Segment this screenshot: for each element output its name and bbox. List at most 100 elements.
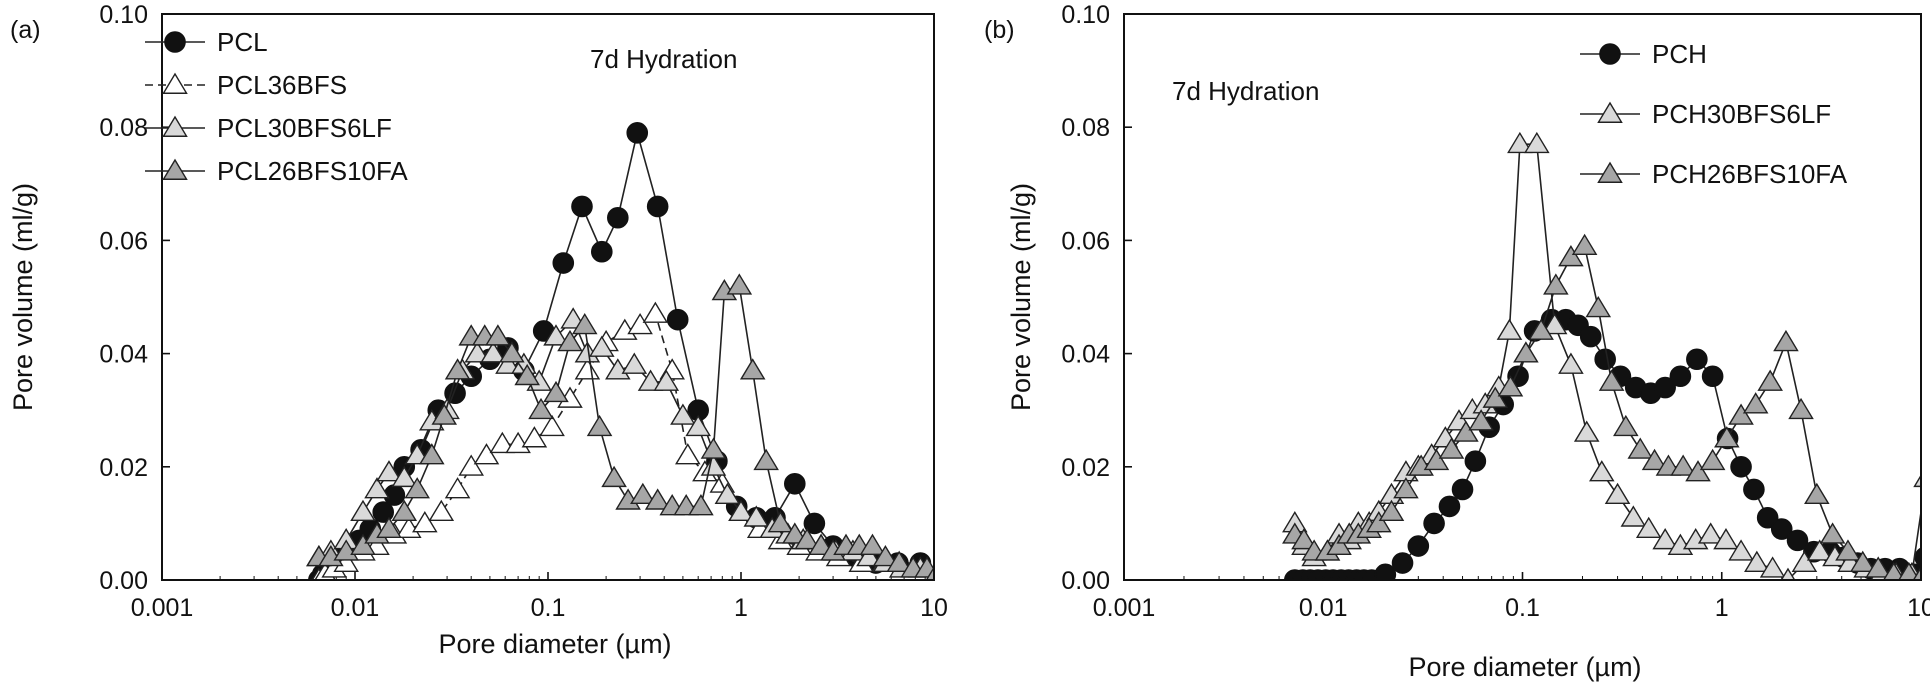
data-point-pcl26bfs10fa <box>782 522 808 544</box>
data-point-pcl26bfs10fa <box>644 488 671 510</box>
data-point-pcl26bfs10fa <box>557 329 583 352</box>
panel-b-annotation: 7d Hydration <box>1172 76 1319 106</box>
data-point-pch26bfs10fa <box>1598 369 1625 391</box>
data-point-pch26bfs10fa <box>1453 420 1479 442</box>
data-point-pcl26bfs10fa <box>514 363 540 386</box>
data-point-pch30bfs6lf <box>1620 505 1647 527</box>
x-tick-label: 0.1 <box>1505 594 1540 622</box>
data-point-pcl <box>626 122 649 144</box>
data-point-pcl26bfs10fa <box>350 533 376 555</box>
data-point-pcl30bfs6lf <box>480 341 506 363</box>
panel-b: (b) Pore volume (ml/g) Pore diameter (µm… <box>984 1 1930 682</box>
data-point-pcl36bfs <box>428 499 455 522</box>
data-point-pch26bfs10fa <box>1788 397 1814 420</box>
data-point-pcl26bfs10fa <box>794 528 820 550</box>
legend-marker <box>1599 43 1621 65</box>
data-point-pcl30bfs6lf <box>589 335 615 357</box>
legend-label: PCL26BFS10FA <box>217 156 408 186</box>
data-point-pcl36bfs <box>574 358 601 380</box>
legend-marker <box>164 31 186 53</box>
data-point-pcl30bfs6lf <box>743 505 770 527</box>
panel-b-plot-area <box>1282 131 1921 580</box>
data-point-pcl30bfs6lf <box>653 369 680 391</box>
data-point-pch <box>1686 348 1708 371</box>
data-point-pcl36bfs <box>473 443 500 465</box>
data-point-pcl26bfs10fa <box>485 324 511 346</box>
y-tick-label: 0.02 <box>1061 454 1110 482</box>
data-point-pcl <box>783 472 806 495</box>
series-pch26bfs10fa <box>1282 233 1921 580</box>
data-point-pch <box>1464 450 1487 472</box>
data-point-pch30bfs6lf <box>1697 522 1724 544</box>
x-tick-label: 0.1 <box>531 594 566 622</box>
data-point-pcl26bfs10fa <box>404 477 430 499</box>
data-point-pch <box>1786 529 1809 552</box>
data-point-pcl36bfs <box>489 431 516 454</box>
panel-a: (a) Pore volume (ml/g) Pore diameter (µm… <box>8 1 948 659</box>
panel-a-plot-area <box>306 122 934 580</box>
panel-a-x-axis-label: Pore diameter (µm) <box>438 629 671 659</box>
legend-entry-pch30bfs6lf: PCH30BFS6LF <box>1580 99 1831 129</box>
panel-a-y-axis-label: Pore volume (ml/g) <box>8 183 38 411</box>
y-tick-label: 0.08 <box>1061 114 1110 142</box>
legend-label: PCH30BFS6LF <box>1652 99 1831 129</box>
data-point-pch26bfs10fa <box>1423 448 1450 471</box>
data-point-pch26bfs10fa <box>1865 556 1892 578</box>
data-point-pcl26bfs10fa <box>914 556 934 578</box>
data-point-pch <box>1579 325 1602 348</box>
legend-marker <box>162 158 188 180</box>
data-point-pch26bfs10fa <box>1685 460 1711 482</box>
data-point-pcl26bfs10fa <box>543 380 569 403</box>
data-point-pcl30bfs6lf <box>621 352 648 374</box>
data-point-pcl30bfs6lf <box>350 499 376 522</box>
y-tick-label: 0.04 <box>99 341 148 369</box>
data-point-pcl26bfs10fa <box>859 533 886 555</box>
legend-entry-pcl36bfs: PCL36BFS <box>145 70 347 100</box>
data-point-pch30bfs6lf <box>1759 556 1786 578</box>
series-line-pch26bfs10fa <box>1294 244 1921 576</box>
data-point-pcl <box>607 206 629 229</box>
data-point-pch26bfs10fa <box>1835 539 1861 561</box>
data-point-pch30bfs6lf <box>1713 528 1739 550</box>
data-point-pch30bfs6lf <box>1913 474 1921 488</box>
data-point-pcl36bfs <box>412 511 438 533</box>
data-point-pch30bfs6lf <box>1541 312 1568 335</box>
data-point-pcl36bfs <box>521 426 548 448</box>
data-point-pcl <box>552 252 575 274</box>
y-tick-label: 0.02 <box>99 454 148 482</box>
x-tick-label: 0.001 <box>1093 594 1156 622</box>
data-point-pch26bfs10fa <box>1641 448 1668 471</box>
data-point-pcl26bfs10fa <box>571 312 598 335</box>
data-point-pcl26bfs10fa <box>499 341 525 363</box>
data-point-pch <box>1438 495 1461 518</box>
legend-marker <box>162 115 188 137</box>
data-point-pch <box>1669 365 1692 388</box>
data-point-pch26bfs10fa <box>1528 318 1554 340</box>
panel-b-y-axis-label: Pore volume (ml/g) <box>1006 183 1036 411</box>
data-point-pch <box>1730 455 1752 478</box>
data-point-pcl <box>803 512 826 535</box>
data-point-pcl26bfs10fa <box>601 465 627 488</box>
legend-entry-pcl30bfs6lf: PCL30BFS6LF <box>145 113 392 143</box>
y-tick-label: 0.08 <box>99 114 148 142</box>
data-point-pch30bfs6lf <box>1589 460 1615 482</box>
data-point-pch <box>1770 518 1793 540</box>
data-point-pcl36bfs <box>458 454 484 476</box>
data-point-pcl26bfs10fa <box>419 443 445 465</box>
data-point-pch26bfs10fa <box>1773 329 1799 352</box>
x-tick-label: 0.001 <box>131 594 194 622</box>
data-point-pch30bfs6lf <box>1780 567 1796 580</box>
legend-entry-pch26bfs10fa: PCH26BFS10FA <box>1580 159 1848 189</box>
data-point-pcl30bfs6lf <box>376 460 402 482</box>
panel-a-ticks: 0.00 0.02 0.04 0.06 0.08 0.10 0.001 0.01 0.1 1 10 <box>99 1 948 622</box>
data-point-pch26bfs10fa <box>1585 295 1612 318</box>
data-point-pch26bfs10fa <box>1482 386 1509 408</box>
data-point-pcl <box>646 195 669 218</box>
data-point-pch <box>1914 547 1921 568</box>
data-point-pcl30bfs6lf <box>495 352 521 374</box>
data-point-pcl26bfs10fa <box>925 566 934 580</box>
data-point-pch26bfs10fa <box>1757 369 1783 391</box>
data-point-pcl30bfs6lf <box>685 414 711 437</box>
data-point-pcl26bfs10fa <box>726 273 753 295</box>
